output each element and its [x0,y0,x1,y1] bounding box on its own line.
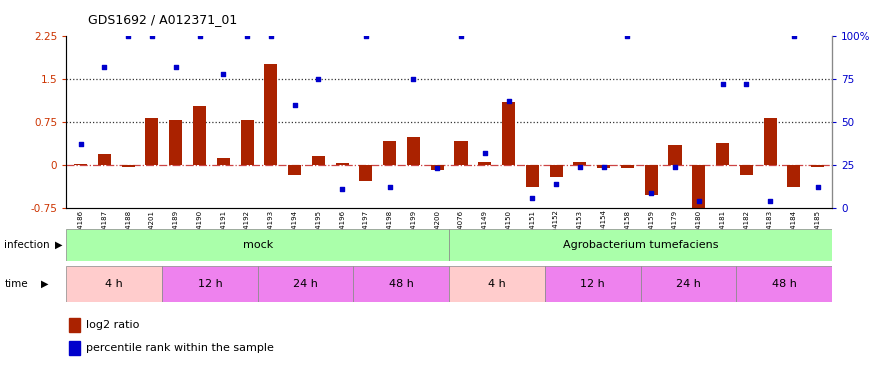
Text: ▶: ▶ [55,240,62,250]
Point [526,195,540,201]
Point [596,164,611,170]
Bar [716,143,729,165]
Point [502,98,516,104]
Bar [312,156,325,165]
Point [382,184,396,190]
Text: 24 h: 24 h [293,279,318,289]
Bar [788,165,800,187]
Bar [526,165,539,187]
Point [787,33,801,39]
Bar [69,342,80,355]
Text: mock: mock [242,240,273,250]
Bar [478,162,491,165]
Point [264,33,278,39]
Bar [258,266,353,302]
Bar [668,145,681,165]
Text: 48 h: 48 h [389,279,413,289]
Text: 4 h: 4 h [105,279,123,289]
Point [192,33,206,39]
Point [97,64,112,70]
Point [169,64,183,70]
Point [549,181,563,187]
Point [668,164,682,170]
Bar [449,229,832,261]
Point [121,33,135,39]
Bar [431,165,443,170]
Point [644,190,658,196]
Bar [455,141,467,165]
Bar [740,165,753,176]
Bar [335,163,349,165]
Bar [66,266,162,302]
Point [312,76,326,82]
Point [739,81,753,87]
Bar [241,120,254,165]
Text: time: time [4,279,28,289]
Point [454,33,468,39]
Bar [597,165,610,168]
Point [692,198,706,204]
Point [288,102,302,108]
Bar [383,141,396,165]
Bar [145,118,158,165]
Point [216,70,230,76]
Bar [764,118,777,165]
Text: infection: infection [4,240,50,250]
Bar [162,266,258,302]
Bar [193,106,206,165]
Point [811,184,825,190]
Bar [407,137,420,165]
Bar [692,165,705,212]
Bar [811,165,824,167]
Bar [644,165,658,195]
Text: 12 h: 12 h [581,279,605,289]
Bar [66,229,449,261]
Text: GDS1692 / A012371_01: GDS1692 / A012371_01 [88,13,238,26]
Bar [169,120,182,165]
Point [335,186,350,192]
Bar [359,165,373,181]
Point [73,141,88,147]
Text: 4 h: 4 h [489,279,506,289]
Point [358,33,373,39]
Bar [98,153,111,165]
Bar [502,102,515,165]
Text: 24 h: 24 h [676,279,701,289]
Point [715,81,729,87]
Text: 48 h: 48 h [772,279,796,289]
Text: ▶: ▶ [41,279,48,289]
Bar [74,164,88,165]
Point [240,33,254,39]
Point [573,164,587,170]
Point [478,150,492,156]
Bar [265,64,277,165]
Point [763,198,777,204]
Point [406,76,420,82]
Text: percentile rank within the sample: percentile rank within the sample [87,343,274,353]
Point [145,33,159,39]
Bar [121,165,135,167]
Bar [621,165,634,168]
Text: Agrobacterium tumefaciens: Agrobacterium tumefaciens [563,240,719,250]
Bar [641,266,736,302]
Bar [573,162,587,165]
Bar [550,165,563,177]
Bar [353,266,449,302]
Bar [449,266,545,302]
Text: 12 h: 12 h [197,279,222,289]
Bar [289,165,301,176]
Text: log2 ratio: log2 ratio [87,320,140,330]
Bar [736,266,832,302]
Bar [217,158,230,165]
Point [620,33,635,39]
Bar [545,266,641,302]
Bar [69,318,80,332]
Point [430,165,444,171]
